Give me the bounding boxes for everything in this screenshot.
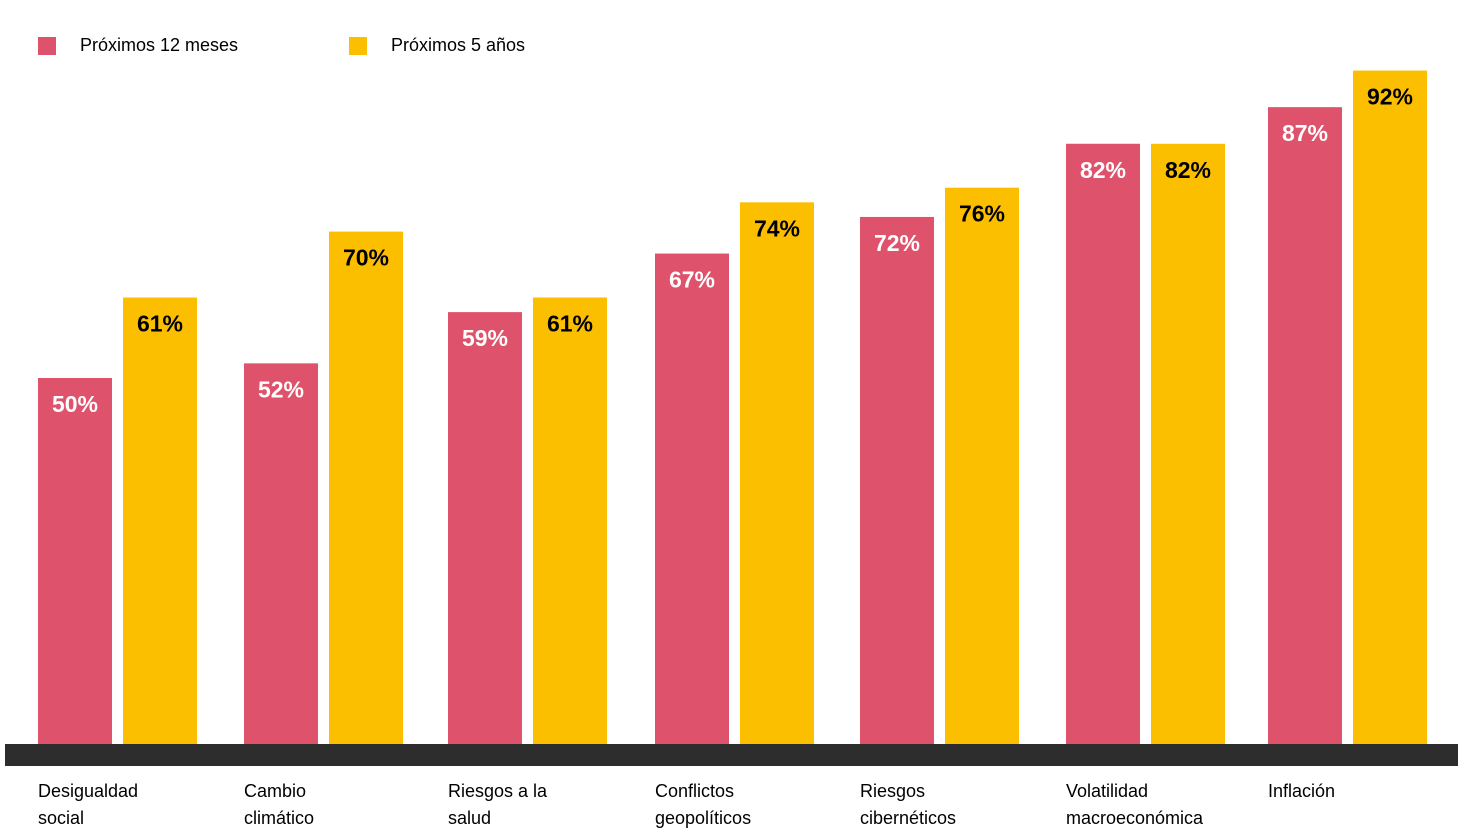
category-label: salud [448, 808, 491, 828]
legend-swatch-12-meses [38, 36, 56, 55]
bar-12-meses [448, 312, 522, 744]
data-label: 82% [1080, 157, 1126, 183]
bar-12-meses [860, 216, 934, 744]
legend-item-5-anos: Próximos 5 años [349, 35, 525, 56]
bar-12-meses [1268, 107, 1342, 744]
data-label: 72% [874, 230, 920, 256]
bar-5-anos [533, 297, 607, 744]
data-label: 92% [1367, 84, 1413, 110]
bar-12-meses [1066, 143, 1140, 744]
category-label: Conflictos [655, 781, 734, 801]
data-label: 82% [1165, 157, 1211, 183]
category-label: Riesgos a la [448, 781, 548, 801]
category-label: Inflación [1268, 781, 1335, 801]
category-label: macroeconómica [1066, 808, 1204, 828]
data-label: 59% [462, 325, 508, 351]
data-label: 52% [258, 376, 304, 402]
bar-5-anos [329, 231, 403, 745]
bar-5-anos [1353, 70, 1427, 744]
legend-label-5-anos: Próximos 5 años [391, 35, 526, 55]
bar-5-anos [1151, 143, 1225, 744]
category-label: Volatilidad [1066, 781, 1148, 801]
data-label: 70% [343, 245, 389, 271]
legend-item-12-meses: Próximos 12 meses [38, 35, 238, 56]
baseline [5, 744, 1458, 766]
data-label: 67% [669, 267, 715, 293]
bar-5-anos [740, 202, 814, 744]
legend-label-12-meses: Próximos 12 meses [80, 35, 239, 55]
bar-12-meses [38, 378, 112, 744]
category-label: social [38, 808, 84, 828]
data-label: 50% [52, 391, 98, 417]
category-label: Desigualdad [38, 781, 138, 801]
legend-swatch-5-anos [349, 36, 367, 55]
data-label: 61% [547, 310, 593, 336]
data-label: 74% [754, 215, 800, 241]
bar-12-meses [244, 363, 318, 744]
category-label: cibernéticos [860, 808, 956, 828]
data-label: 61% [137, 310, 183, 336]
category-label: climático [244, 808, 314, 828]
data-label: 76% [959, 201, 1005, 227]
category-label: Riesgos [860, 781, 925, 801]
bar-5-anos [945, 187, 1019, 744]
bar-12-meses [655, 253, 729, 744]
category-label: Cambio [244, 781, 306, 801]
data-label: 87% [1282, 120, 1328, 146]
category-label: geopolíticos [655, 808, 751, 828]
bar-5-anos [123, 297, 197, 744]
